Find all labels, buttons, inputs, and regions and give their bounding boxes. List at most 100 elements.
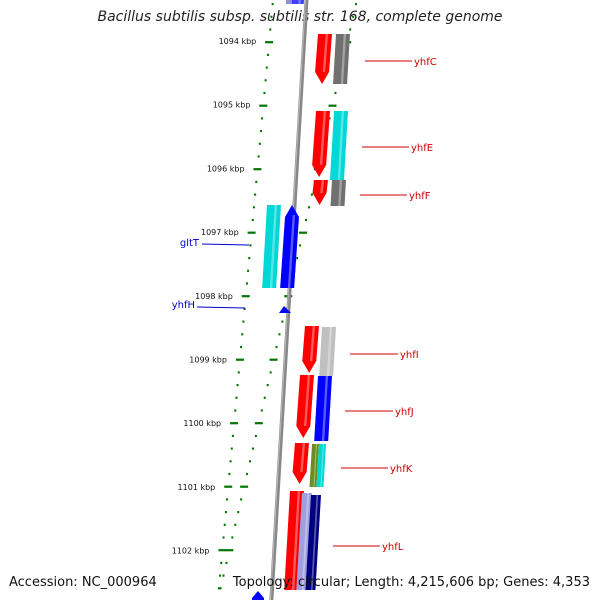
- tick-mark: [307, 206, 310, 209]
- tick-mark: [246, 472, 249, 476]
- kbp-label: 1100 kbp: [183, 419, 221, 428]
- tick-mark: [242, 320, 245, 323]
- genome-title: Bacillus subtilis subsp. subtilis str. 1…: [97, 9, 503, 25]
- gene-label-leader: [196, 306, 246, 309]
- accession-text: Accession: NC_000964: [9, 575, 157, 590]
- gene-yhfF-red: [312, 180, 328, 205]
- gene-yhfK-red: [292, 443, 309, 484]
- tick-mark: [231, 434, 234, 437]
- tick-mark: [355, 3, 358, 6]
- tick-mark: [226, 498, 229, 501]
- gene-labels: yhfC yhfE yhfF gltT yhfH yhfI yhfJ yhfK yhfL: [172, 57, 437, 553]
- tick-mark: [249, 460, 252, 463]
- tick-mark: [240, 485, 249, 488]
- gene-bar-top-right: [291, 0, 304, 4]
- tick-mark: [235, 396, 238, 399]
- tick-mark: [259, 130, 262, 133]
- kbp-label: 1097 kbp: [201, 228, 239, 237]
- tick-mark: [219, 587, 222, 590]
- tick-mark: [220, 561, 223, 564]
- gene-gltT-cyan: [262, 205, 281, 288]
- gene-yhfK-red-shade: [300, 443, 306, 472]
- gene-gltT-cyan-shade: [269, 205, 278, 288]
- tick-mark: [223, 523, 226, 526]
- gene-yhfC-gray: [333, 34, 350, 84]
- tick-mark: [248, 257, 251, 260]
- tick-mark: [265, 41, 274, 44]
- tick-mark: [247, 269, 250, 272]
- tick-mark: [254, 193, 257, 196]
- gene-yhfL-lavender: [296, 493, 312, 590]
- tick-mark: [254, 422, 263, 425]
- gene-gltT-blue-shade: [287, 215, 296, 288]
- tick-mark: [225, 549, 234, 552]
- gene-yhfC-gray-shade: [340, 34, 347, 84]
- tick-mark: [253, 168, 262, 171]
- tick-mark: [245, 282, 248, 285]
- tick-mark: [231, 536, 234, 539]
- kbp-label: 1094 kbp: [219, 37, 257, 46]
- kbp-label: 1102 kbp: [172, 547, 210, 556]
- tick-mark: [271, 3, 274, 6]
- tick-mark: [258, 142, 261, 145]
- tick-mark: [352, 15, 355, 18]
- kbp-label: 1101 kbp: [178, 483, 216, 492]
- backbone-highlight: [269, 0, 306, 600]
- gene-label-yhfH: yhfH: [172, 300, 195, 311]
- gene-yhfC-red-shade: [322, 34, 329, 72]
- genome-summary-text: Topology: circular; Length: 4,215,606 bp…: [232, 575, 590, 590]
- tick-mark: [236, 384, 239, 387]
- tick-mark: [263, 91, 266, 95]
- kbp-label: 1098 kbp: [195, 292, 233, 301]
- gene-label-yhfJ: yhfJ: [395, 407, 414, 418]
- gene-label-yhfC: yhfC: [414, 57, 437, 68]
- tick-mark: [328, 117, 331, 120]
- tick-mark: [254, 434, 257, 437]
- gene-yhfF-gray: [330, 180, 346, 206]
- tick-mark: [263, 396, 266, 399]
- tick-mark: [270, 15, 273, 18]
- tick-mark: [259, 104, 268, 107]
- tick-mark: [264, 79, 267, 82]
- tick-mark: [243, 307, 246, 310]
- tick-mark: [265, 66, 268, 69]
- gene-yhfK-cyan: [316, 444, 326, 487]
- gene-yhfL-lavender-shade: [301, 493, 310, 590]
- tick-mark: [228, 472, 231, 476]
- tick-mark: [222, 536, 225, 539]
- tick-mark: [269, 358, 278, 361]
- kbp-scale-labels: 1094 kbp 1095 kbp 1096 kbp 1097 kbp 1098 kbp…: [172, 37, 257, 556]
- tick-mark: [251, 447, 254, 450]
- tick-mark: [269, 371, 272, 374]
- tick-mark: [304, 218, 307, 222]
- tick-mark: [229, 460, 232, 463]
- tick-mark: [234, 523, 237, 526]
- tick-mark: [247, 231, 256, 234]
- gene-yhfE-red: [312, 111, 330, 177]
- gene-yhfC-red: [315, 34, 332, 84]
- tick-mark: [255, 180, 258, 183]
- tick-mark: [269, 28, 272, 31]
- tick-mark: [349, 28, 352, 31]
- tick-mark: [237, 371, 240, 374]
- tick-mark: [249, 244, 252, 247]
- gene-yhfI-gray-shade: [326, 327, 333, 376]
- tick-mark: [240, 498, 243, 501]
- tick-mark: [225, 561, 228, 564]
- gene-yhfI-gray: [319, 327, 336, 376]
- tick-mark: [261, 117, 264, 120]
- tick-mark: [218, 549, 227, 552]
- tick-mark: [278, 333, 281, 336]
- gene-yhfL-red-shade: [291, 491, 301, 590]
- tick-mark: [251, 218, 254, 222]
- gene-yhfL-navy-shade: [310, 495, 319, 590]
- tick-marks-left: [217, 3, 274, 590]
- gene-yhfI-red: [302, 326, 319, 373]
- gene-label-yhfF: yhfF: [409, 191, 431, 202]
- gene-label-yhfK: yhfK: [390, 464, 413, 475]
- tick-mark: [299, 244, 302, 247]
- tick-mark: [230, 447, 233, 450]
- tick-mark: [241, 295, 250, 298]
- gene-label-gltT: gltT: [180, 238, 200, 249]
